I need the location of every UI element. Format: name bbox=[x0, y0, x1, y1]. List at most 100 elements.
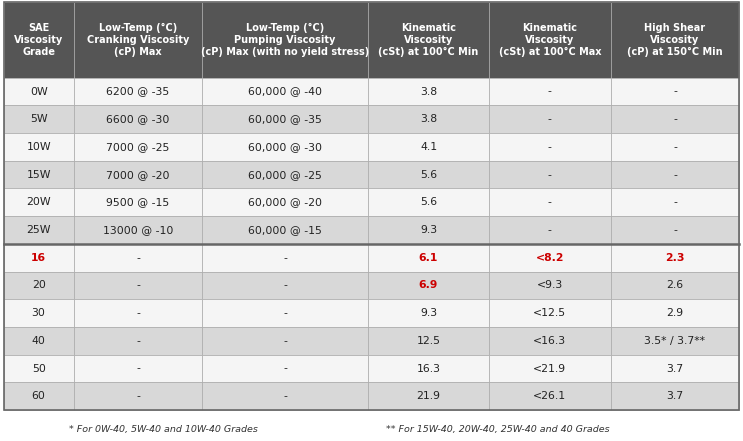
Bar bbox=[202, 105, 368, 133]
Text: <21.9: <21.9 bbox=[533, 363, 566, 374]
Text: 9.3: 9.3 bbox=[420, 225, 437, 235]
Bar bbox=[611, 188, 739, 216]
Bar bbox=[4, 272, 74, 299]
Text: 10W: 10W bbox=[26, 142, 51, 152]
Text: 60,000 @ -15: 60,000 @ -15 bbox=[248, 225, 322, 235]
Text: -: - bbox=[673, 197, 677, 207]
Text: 5.6: 5.6 bbox=[420, 197, 437, 207]
Text: 2.9: 2.9 bbox=[666, 308, 684, 318]
Text: 50: 50 bbox=[32, 363, 45, 374]
Bar bbox=[368, 299, 489, 327]
Bar bbox=[4, 188, 74, 216]
Bar bbox=[202, 244, 368, 272]
Text: 60: 60 bbox=[32, 391, 45, 401]
Bar bbox=[202, 382, 368, 410]
Bar bbox=[368, 78, 489, 105]
Text: 60,000 @ -40: 60,000 @ -40 bbox=[248, 86, 322, 97]
Text: 9500 @ -15: 9500 @ -15 bbox=[106, 197, 169, 207]
Bar bbox=[74, 216, 202, 244]
Bar bbox=[611, 355, 739, 382]
Bar bbox=[4, 78, 74, 105]
Text: Kinematic
Viscosity
(cSt) at 100°C Min: Kinematic Viscosity (cSt) at 100°C Min bbox=[378, 23, 478, 57]
Bar bbox=[611, 133, 739, 161]
Text: -: - bbox=[673, 114, 677, 124]
Text: -: - bbox=[136, 308, 140, 318]
Bar bbox=[611, 382, 739, 410]
Bar bbox=[74, 244, 202, 272]
Text: 2.3: 2.3 bbox=[665, 253, 684, 263]
Text: -: - bbox=[283, 253, 287, 263]
Bar bbox=[4, 105, 74, 133]
Bar bbox=[489, 216, 611, 244]
Text: * For 0W-40, 5W-40 and 10W-40 Grades: * For 0W-40, 5W-40 and 10W-40 Grades bbox=[69, 426, 258, 434]
Text: -: - bbox=[283, 363, 287, 374]
Bar bbox=[611, 161, 739, 188]
Bar bbox=[4, 2, 74, 78]
Text: -: - bbox=[283, 336, 287, 346]
Bar bbox=[489, 105, 611, 133]
Text: -: - bbox=[548, 225, 552, 235]
Bar bbox=[368, 188, 489, 216]
Text: 9.3: 9.3 bbox=[420, 308, 437, 318]
Text: -: - bbox=[136, 253, 140, 263]
Text: -: - bbox=[283, 280, 287, 291]
Bar bbox=[74, 161, 202, 188]
Text: 3.8: 3.8 bbox=[420, 114, 437, 124]
Bar bbox=[202, 327, 368, 355]
Bar bbox=[611, 105, 739, 133]
Text: 25W: 25W bbox=[27, 225, 51, 235]
Bar bbox=[489, 327, 611, 355]
Text: 7000 @ -20: 7000 @ -20 bbox=[106, 170, 169, 179]
Text: -: - bbox=[548, 142, 552, 152]
Bar bbox=[611, 216, 739, 244]
Text: -: - bbox=[136, 280, 140, 291]
Text: -: - bbox=[673, 170, 677, 179]
Bar bbox=[4, 161, 74, 188]
Text: 3.5* / 3.7**: 3.5* / 3.7** bbox=[644, 336, 705, 346]
Bar bbox=[4, 244, 74, 272]
Text: 60,000 @ -25: 60,000 @ -25 bbox=[248, 170, 322, 179]
Text: <9.3: <9.3 bbox=[536, 280, 563, 291]
Bar bbox=[74, 355, 202, 382]
Bar bbox=[4, 299, 74, 327]
Bar bbox=[4, 382, 74, 410]
Text: -: - bbox=[136, 363, 140, 374]
Bar bbox=[368, 244, 489, 272]
Bar bbox=[4, 327, 74, 355]
Bar bbox=[611, 78, 739, 105]
Text: <12.5: <12.5 bbox=[533, 308, 566, 318]
Text: <8.2: <8.2 bbox=[536, 253, 564, 263]
Text: 5.6: 5.6 bbox=[420, 170, 437, 179]
Text: 13000 @ -10: 13000 @ -10 bbox=[103, 225, 173, 235]
Bar bbox=[368, 133, 489, 161]
Text: 6.9: 6.9 bbox=[419, 280, 438, 291]
Bar bbox=[202, 299, 368, 327]
Text: 60,000 @ -35: 60,000 @ -35 bbox=[248, 114, 322, 124]
Bar bbox=[611, 244, 739, 272]
Bar bbox=[4, 216, 74, 244]
Text: -: - bbox=[136, 336, 140, 346]
Bar bbox=[489, 382, 611, 410]
Bar bbox=[368, 382, 489, 410]
Text: 0W: 0W bbox=[30, 86, 48, 97]
Bar bbox=[611, 272, 739, 299]
Text: 16.3: 16.3 bbox=[417, 363, 441, 374]
Bar bbox=[202, 188, 368, 216]
Bar bbox=[489, 161, 611, 188]
Text: -: - bbox=[548, 197, 552, 207]
Text: -: - bbox=[548, 114, 552, 124]
Text: 21.9: 21.9 bbox=[417, 391, 441, 401]
Text: 5W: 5W bbox=[30, 114, 48, 124]
Bar bbox=[202, 133, 368, 161]
Text: 60,000 @ -20: 60,000 @ -20 bbox=[248, 197, 322, 207]
Bar bbox=[489, 299, 611, 327]
Text: 7000 @ -25: 7000 @ -25 bbox=[106, 142, 169, 152]
Bar bbox=[74, 133, 202, 161]
Bar bbox=[202, 272, 368, 299]
Bar bbox=[202, 355, 368, 382]
Bar bbox=[489, 188, 611, 216]
Bar bbox=[74, 327, 202, 355]
Bar bbox=[74, 299, 202, 327]
Text: <26.1: <26.1 bbox=[533, 391, 566, 401]
Text: -: - bbox=[283, 308, 287, 318]
